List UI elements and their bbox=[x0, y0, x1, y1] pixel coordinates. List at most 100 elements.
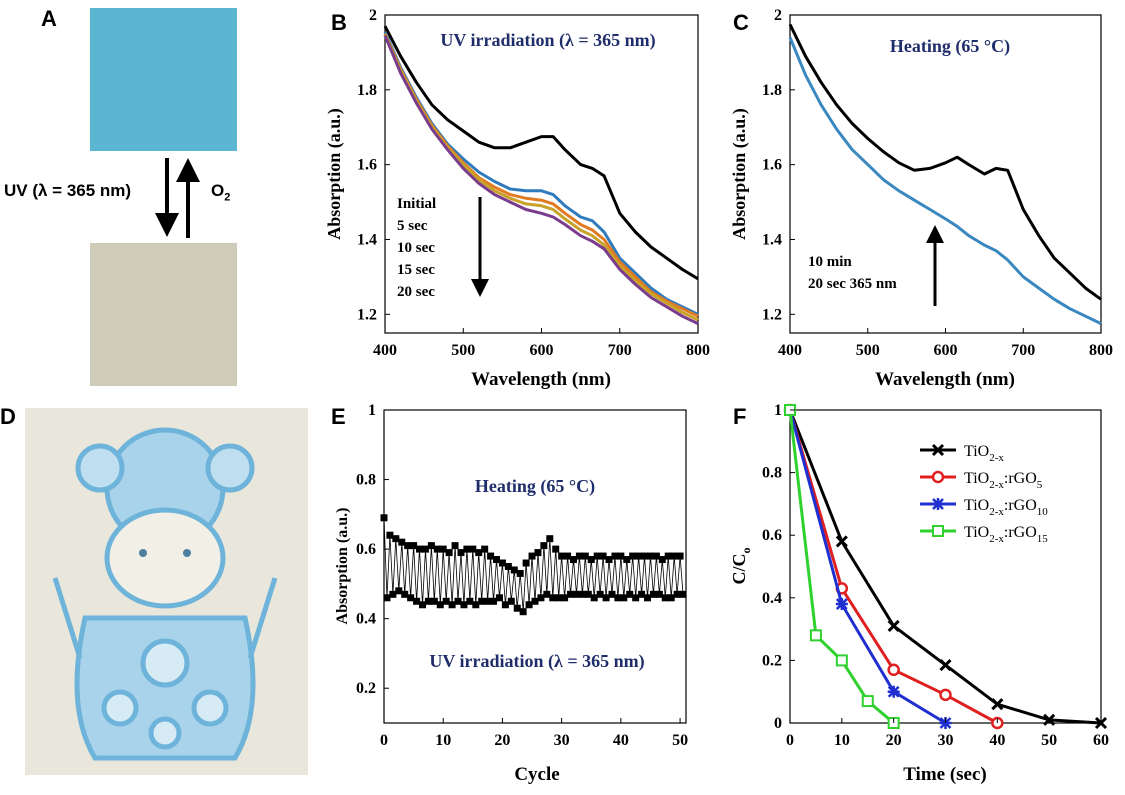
chart-e-uv-point bbox=[614, 594, 622, 602]
chart-e-y-label: Absorption (a.u.) bbox=[334, 508, 351, 625]
chart-b-x-tick-label: 600 bbox=[530, 342, 554, 359]
chart-e-heating-point bbox=[569, 556, 577, 564]
chart-e-heating-point bbox=[487, 552, 495, 560]
chart-e-heating-point bbox=[528, 552, 536, 560]
chart-e-heating-point bbox=[593, 552, 601, 560]
chart-f-x-label: Time (sec) bbox=[903, 764, 987, 785]
chart-f-series-1-point bbox=[887, 663, 900, 677]
chart-e-heating-point bbox=[439, 545, 447, 553]
chart-c-series-line-0 bbox=[788, 23, 1102, 301]
chart-c-x-tick-label: 600 bbox=[934, 342, 958, 359]
panel-label-d: D bbox=[0, 404, 16, 429]
chart-c-y-tick-label: 1.8 bbox=[762, 82, 782, 99]
chart-e-heating-point bbox=[617, 552, 625, 560]
chart-c-annotation-0: 10 min bbox=[808, 254, 852, 270]
chart-e-uv-point bbox=[454, 597, 462, 605]
chart-e-x-label: Cycle bbox=[514, 764, 559, 785]
chart-f-legend-marker-2 bbox=[932, 498, 944, 510]
chart-b-y-tick-label: 2 bbox=[369, 7, 377, 24]
chart-e-heating-point bbox=[416, 545, 424, 553]
chart-e-heating-point bbox=[652, 552, 660, 560]
chart-e-uv-point bbox=[602, 594, 610, 602]
chart-e-heating-point bbox=[380, 514, 388, 522]
chart-e-uv-point bbox=[572, 590, 580, 598]
chart-e-uv-point bbox=[401, 590, 409, 598]
chart-e-heating-point bbox=[623, 556, 631, 564]
chart-e-uv-point bbox=[519, 608, 527, 616]
chart-b-series-line-0 bbox=[383, 25, 699, 281]
chart-e-uv-point bbox=[442, 597, 450, 605]
chart-f-legend-label-3: TiO2-x:rGO15 bbox=[964, 524, 1048, 545]
chart-e-heating-point bbox=[558, 552, 566, 560]
o2-label: O2 bbox=[211, 181, 231, 204]
chart-e-x-tick-label: 30 bbox=[554, 732, 570, 749]
chart-e-heating-point bbox=[564, 552, 572, 560]
chart-e-heating-point bbox=[670, 552, 678, 560]
chart-e-heating-point bbox=[386, 531, 394, 539]
chart-e-heating-point bbox=[498, 559, 506, 567]
chart-e-uv-point bbox=[507, 597, 515, 605]
chart-e-uv-point bbox=[567, 590, 575, 598]
chart-e-cycle-zigzag-line bbox=[383, 517, 684, 612]
uv-wavelength-label: UV (λ = 365 nm) bbox=[4, 181, 132, 200]
chart-e-uv-point bbox=[673, 590, 681, 598]
chart-e-heating-point bbox=[635, 552, 643, 560]
chart-e-x-tick-label: 0 bbox=[380, 732, 388, 749]
chart-e-heating-point bbox=[421, 545, 429, 553]
chart-e-heating-point bbox=[410, 542, 418, 550]
chart-c-annotation-1: 20 sec 365 nm bbox=[808, 276, 897, 292]
chart-b-y-tick-label: 1.4 bbox=[357, 231, 377, 248]
chart-e-uv-point bbox=[513, 604, 521, 612]
chart-b-x-tick-label: 400 bbox=[373, 342, 397, 359]
chart-e-heating-point bbox=[646, 552, 654, 560]
chart-e-cycling: 0 10 20 30 40 50 0.2 0.4 0.6 0.8 1 Heating (65 °C)… bbox=[334, 402, 688, 785]
chart-e-heating-point bbox=[658, 556, 666, 564]
chart-e-x-tick-label: 10 bbox=[435, 732, 451, 749]
chart-f-x-tick-label: 20 bbox=[886, 732, 902, 749]
chart-e-heating-point bbox=[427, 542, 435, 550]
chart-e-uv-point bbox=[495, 594, 503, 602]
chart-e-heating-point bbox=[392, 535, 400, 543]
chart-e-plot-frame bbox=[383, 409, 687, 724]
chart-e-uv-point bbox=[667, 594, 675, 602]
panel-label-f: F bbox=[733, 404, 747, 429]
chart-e-uv-point bbox=[679, 590, 687, 598]
chart-e-uv-point bbox=[436, 601, 444, 609]
chart-b-title: UV irradiation (λ = 365 nm) bbox=[440, 30, 655, 51]
chart-e-uv-point bbox=[484, 597, 492, 605]
chart-e-heating-point bbox=[510, 566, 518, 574]
chart-f-x-tick-label: 30 bbox=[938, 732, 954, 749]
chart-e-heating-point bbox=[587, 556, 595, 564]
chart-c-y-tick-label: 1.4 bbox=[762, 231, 782, 248]
chart-e-uv-point bbox=[549, 594, 557, 602]
chart-c-x-tick-label: 800 bbox=[1089, 342, 1113, 359]
chart-c-y-label: Absorption (a.u.) bbox=[729, 108, 750, 240]
chart-f-series-3-point bbox=[809, 629, 822, 642]
bleached-swatch bbox=[90, 243, 237, 386]
chart-c-x-tick-label: 500 bbox=[856, 342, 880, 359]
chart-b-x-tick-label: 500 bbox=[451, 342, 475, 359]
chart-c-heating: 400 500 600 700 800 1.2 1.4 1.6 1.8 2 Heating (65… bbox=[729, 7, 1113, 390]
chart-e-uv-point bbox=[649, 590, 657, 598]
chart-e-heating-point bbox=[522, 559, 530, 567]
chart-b-annotation-1: 5 sec bbox=[397, 218, 428, 234]
printed-doll-photo bbox=[25, 408, 308, 775]
chart-b-annotation-4: 20 sec bbox=[397, 284, 435, 300]
chart-b-annotation-2: 10 sec bbox=[397, 240, 435, 256]
printed-doll-figure bbox=[52, 427, 278, 761]
chart-f-series-2-point bbox=[835, 598, 848, 611]
chart-f-y-tick-label: 0 bbox=[774, 715, 782, 732]
chart-e-uv-point bbox=[413, 597, 421, 605]
chart-e-heating-point bbox=[676, 552, 684, 560]
chart-f-y-tick-label: 1 bbox=[774, 402, 782, 419]
chart-b-y-tick-label: 1.8 bbox=[357, 82, 377, 99]
chart-b-series-line-4 bbox=[383, 35, 699, 325]
chart-c-y-tick-label: 2 bbox=[774, 7, 782, 24]
chart-e-y-tick-label: 0.2 bbox=[356, 680, 376, 697]
chart-f-legend-marker-1 bbox=[931, 470, 945, 484]
chart-e-x-tick-label: 20 bbox=[494, 732, 510, 749]
chart-e-heating-point bbox=[629, 552, 637, 560]
chart-b-x-label: Wavelength (nm) bbox=[471, 369, 611, 390]
chart-e-heating-point bbox=[641, 552, 649, 560]
chart-e-uv-point bbox=[460, 601, 468, 609]
